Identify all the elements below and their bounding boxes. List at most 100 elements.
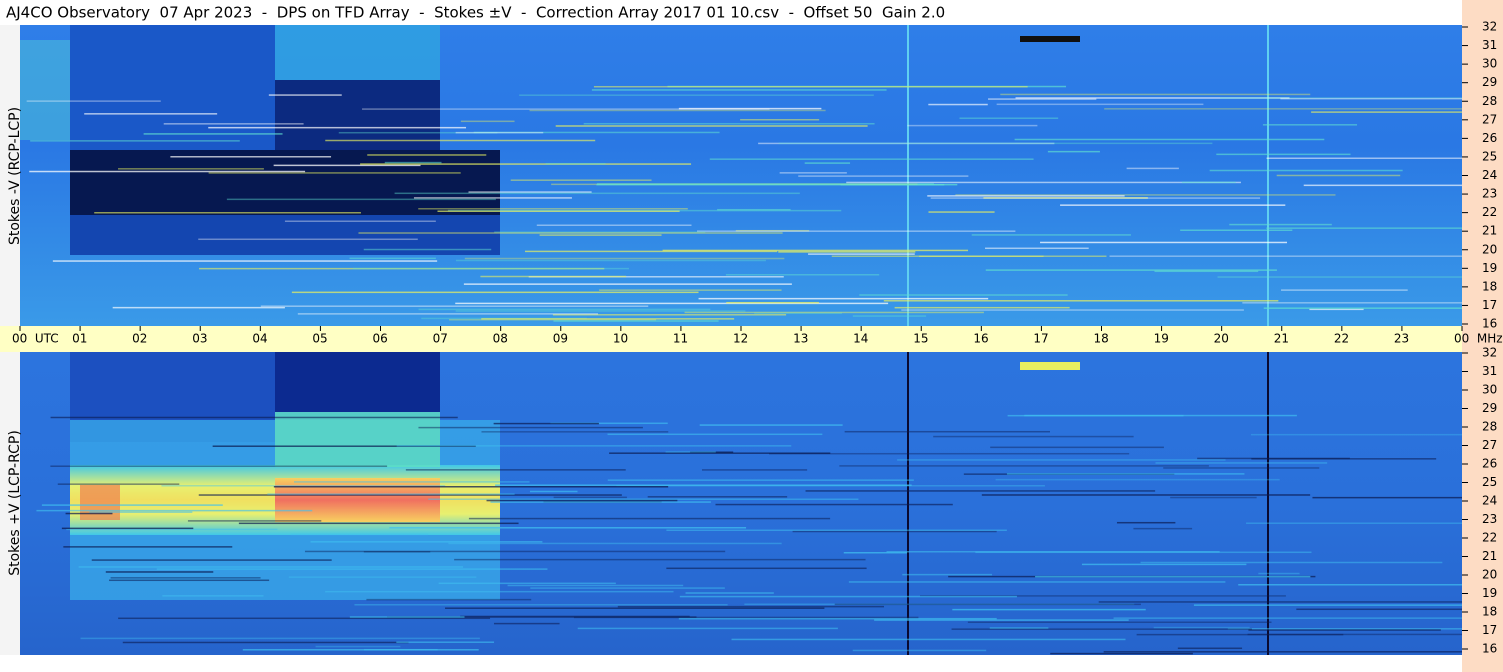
streak [493,422,599,425]
frequency-tick-label: 20 [1482,242,1497,256]
region [1020,362,1080,370]
panel-label: Stokes +V (LCP-RCP) [7,430,23,576]
streak [995,478,1280,481]
streak [599,289,782,291]
streak [208,126,467,129]
streak [480,275,627,278]
streak [418,426,643,429]
time-tick-label: 22 [1334,332,1349,346]
frequency-tick-label: 27 [1482,112,1497,126]
streak [61,527,194,530]
streak [1209,169,1403,172]
streak [473,131,720,134]
streak [212,445,476,447]
streak [1081,563,1247,566]
streak [930,197,1261,199]
streak [36,509,313,512]
streak [1296,608,1462,611]
streak [990,446,1164,449]
streak [528,276,784,278]
streak [1047,150,1100,153]
frequency-tick-label: 26 [1482,131,1497,145]
frequency-tick-label: 17 [1482,298,1497,312]
streak [573,616,919,619]
frequency-tick-label: 29 [1482,75,1497,89]
frequency-tick-label: 20 [1482,568,1497,582]
streak [94,212,361,214]
streak [1103,651,1462,653]
streak [927,195,1125,197]
time-tick-label: 01 [72,332,87,346]
streak [463,283,792,285]
time-tick-label: 08 [493,332,508,346]
streak [418,308,711,311]
streak [26,100,161,102]
streak [396,445,792,447]
streak [1136,633,1344,636]
streak [50,416,458,419]
streak [989,627,1049,629]
streak [481,431,669,433]
frequency-tick-label: 21 [1482,224,1497,238]
streak [455,302,889,305]
streak [460,120,515,123]
region [275,478,440,522]
streak [985,247,1089,250]
streak [1163,467,1320,469]
frequency-tick-label: 18 [1482,605,1497,619]
frequency-tick-label: 26 [1482,457,1497,471]
time-tick-label: 04 [252,332,267,346]
streak [975,551,1312,554]
streak [804,162,851,164]
streak [1238,583,1462,586]
streak [967,621,1272,624]
frequency-tick-label: 16 [1482,317,1497,331]
streak [57,483,180,485]
streak [366,598,532,601]
streak [352,267,629,270]
streak [779,172,847,174]
region [275,352,440,412]
streak [859,294,1068,296]
frequency-tick-label: 18 [1482,279,1497,293]
streak [260,305,649,307]
region [70,25,275,150]
time-tick-label: 00 MHz [1454,332,1503,346]
time-tick-label: 12 [733,332,748,346]
streak [1312,496,1462,499]
streak [778,251,916,253]
streak [808,253,915,255]
streak [555,125,868,127]
streak [550,422,668,425]
streak [907,124,1038,127]
streak [507,584,684,587]
streak [983,197,1148,199]
streak [1180,229,1293,232]
time-tick-label: 20 [1214,332,1229,346]
region [20,40,70,140]
streak [163,123,304,125]
streak [288,576,477,578]
streak [122,641,409,644]
panel-label: Stokes -V (RCP-LCP) [7,107,23,245]
time-axis-band [0,326,1462,352]
streak [798,175,969,177]
streak [894,306,1070,309]
streak [1181,181,1236,184]
streak [284,220,436,222]
streak [363,248,492,251]
streak [701,469,808,471]
streak [354,604,728,606]
streak [481,318,735,320]
streak [109,579,270,582]
streak [848,581,1226,583]
streak [844,430,1050,433]
streak [449,318,657,321]
frequency-tick-label: 31 [1482,364,1497,378]
streak [955,194,1336,196]
region [1020,36,1080,42]
streak [1246,522,1462,524]
streak [80,637,480,640]
streak [1247,633,1462,636]
streak [1250,433,1462,436]
